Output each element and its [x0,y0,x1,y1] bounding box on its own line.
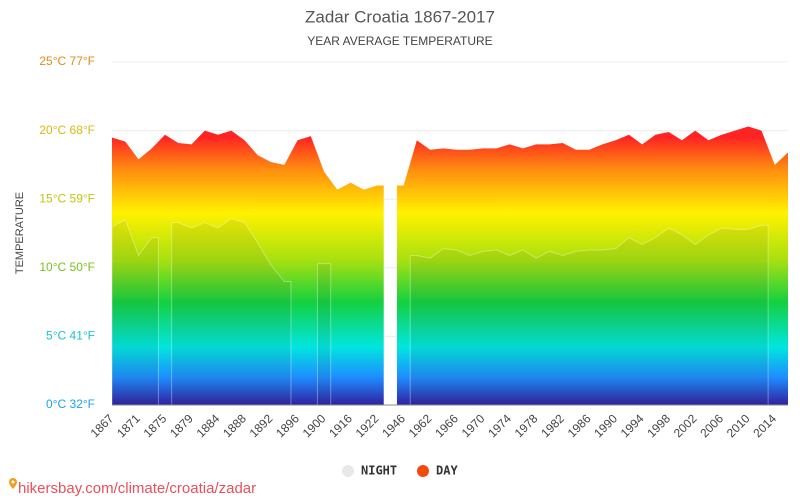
x-tick-label: 1994 [618,411,647,440]
source-pin [9,478,17,489]
x-tick-label: 1990 [591,411,620,440]
chart-title: Zadar Croatia 1867-2017 [305,7,495,26]
x-tick-label: 1916 [326,411,355,440]
source[interactable]: hikersbay.com/climate/croatia/zadar [18,480,256,497]
area-night [111,217,769,406]
chart-subtitle: YEAR AVERAGE TEMPERATURE [307,34,492,48]
x-tick-label: 1978 [512,411,541,440]
y-tick-label: 5°C 41°F [46,329,95,343]
x-tick-label: 1998 [644,411,673,440]
y-tick-label: 15°C 59°F [39,191,95,205]
legend-marker [342,465,354,477]
x-tick-label: 1896 [273,411,302,440]
y-tick-label: 10°C 50°F [39,260,95,274]
legend-label: NIGHT [361,464,397,478]
y-tick-label: 20°C 68°F [39,123,95,137]
area-day [112,126,788,405]
x-tick-label: 1871 [114,411,143,440]
y-axis-label: TEMPERATURE [14,192,26,274]
x-tick-label: 1867 [88,411,117,440]
x-tick-label: 1879 [167,411,196,440]
x-tick-label: 1888 [220,411,249,440]
y-tick-label: 0°C 32°F [46,397,95,411]
x-tick-label: 2010 [724,411,753,440]
x-tick-label: 2006 [697,411,726,440]
x-tick-label: 1946 [379,411,408,440]
y-tick-label: 25°C 77°F [39,54,95,68]
x-tick-label: 1966 [432,411,461,440]
x-tick-label: 1892 [247,411,276,440]
x-tick-label: 1884 [194,411,223,440]
x-tick-label: 2002 [671,411,700,440]
x-tick-label: 2014 [750,411,779,440]
legend-marker [417,465,429,477]
x-tick-label: 1900 [300,411,329,440]
x-tick-label: 1922 [353,411,382,440]
x-tick-label: 1974 [485,411,514,440]
x-tick-label: 1962 [406,411,435,440]
legend-label: DAY [436,464,458,478]
x-tick-label: 1875 [141,411,170,440]
x-tick-label: 1970 [459,411,488,440]
x-tick-label: 1982 [538,411,567,440]
x-tick-label: 1986 [565,411,594,440]
